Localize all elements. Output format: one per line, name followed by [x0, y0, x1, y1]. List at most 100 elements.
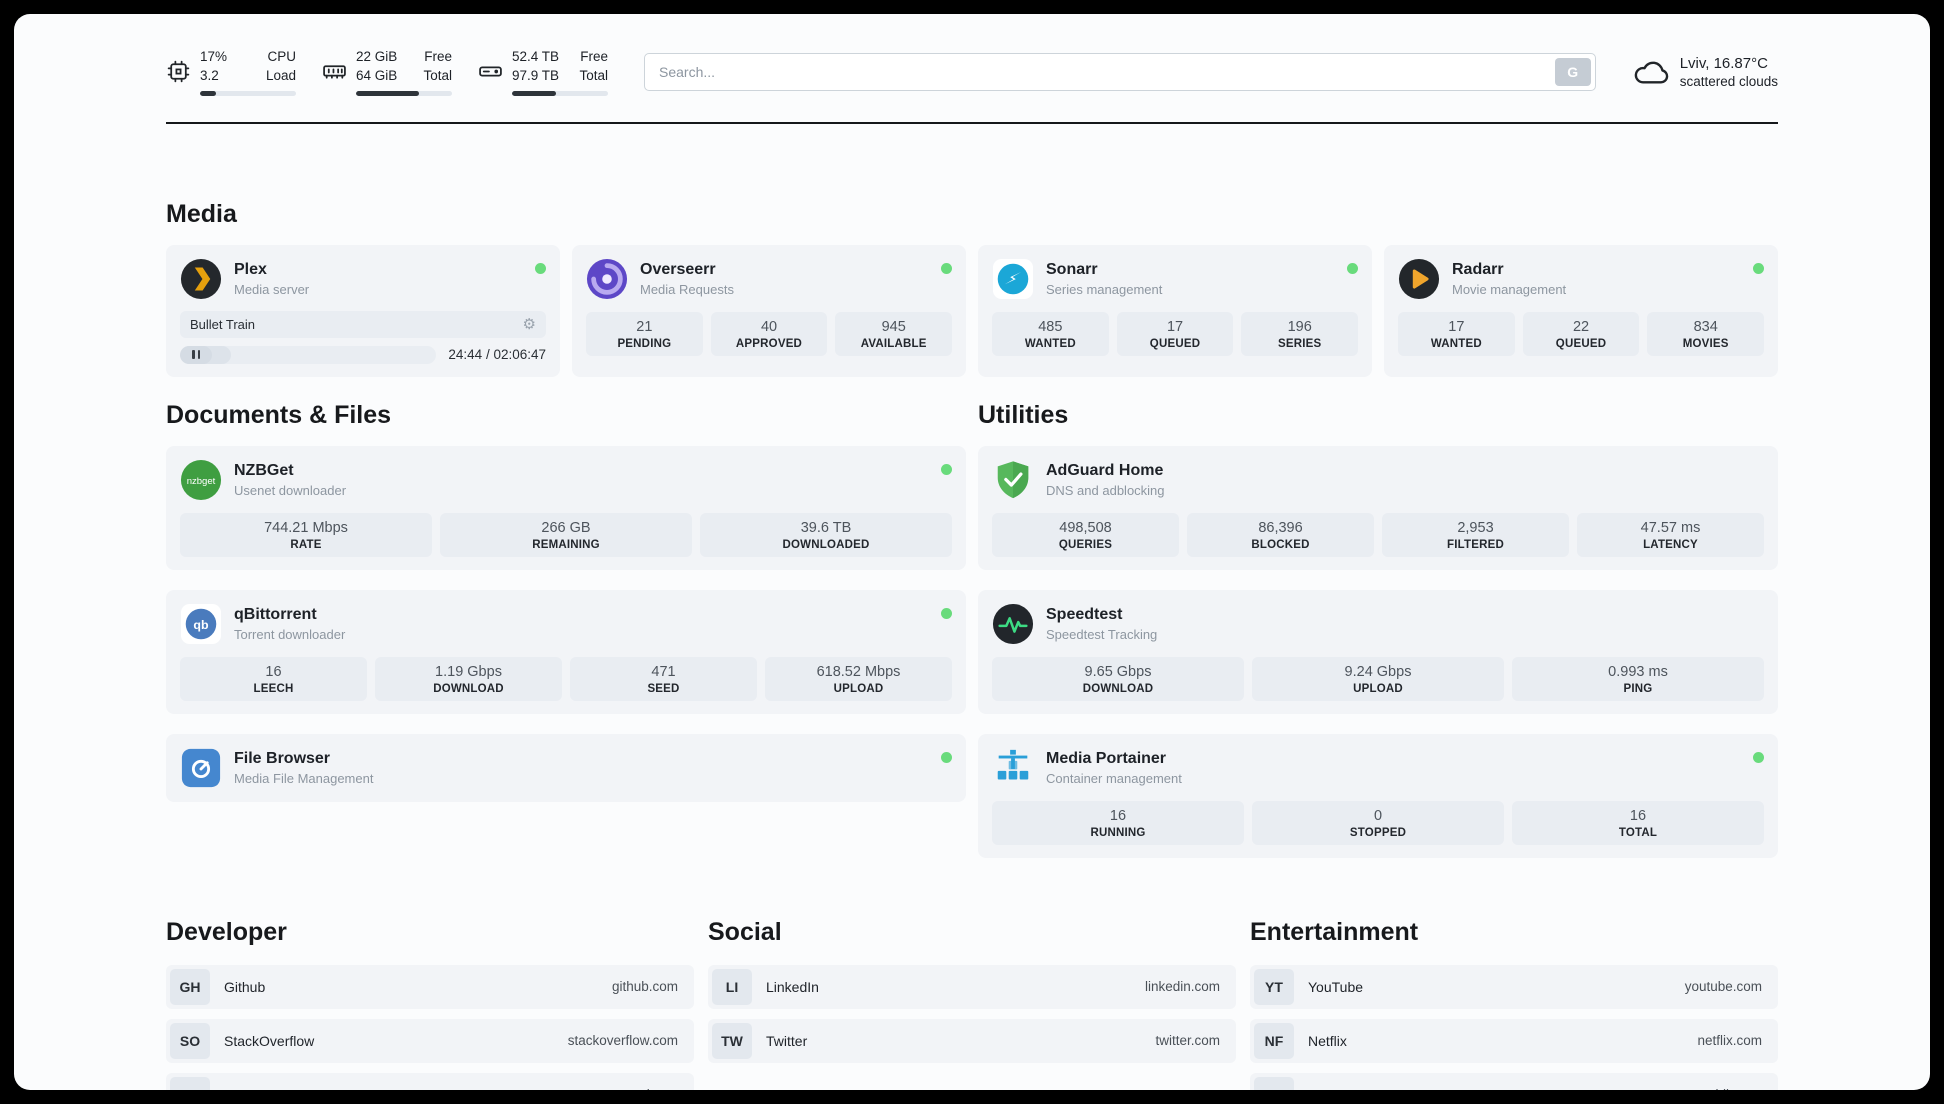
app-subtitle: Movie management: [1452, 281, 1567, 297]
app-card-radarr[interactable]: Radarr Movie management 17 WANTED 22 QUE…: [1384, 244, 1778, 377]
ram-progress-bar: [356, 90, 452, 96]
app-card-plex[interactable]: Plex Media server Bullet Train ⚙: [166, 244, 560, 377]
bookmark-stackoverflow[interactable]: SO StackOverflow stackoverflow.com: [166, 1018, 694, 1063]
stat-download: 9.65 Gbps DOWNLOAD: [992, 656, 1244, 701]
app-card-qbittorrent[interactable]: qb qBittorrent Torrent downloader 16 LEE…: [166, 589, 966, 714]
bookmark-url: stackoverflow.com: [567, 1033, 678, 1049]
search-bar: G: [644, 52, 1596, 91]
disk-free: 52.4 TB: [512, 49, 560, 64]
bookmark-github[interactable]: GH Github github.com: [166, 964, 694, 1009]
app-name: File Browser: [234, 749, 331, 767]
bookmark-abbr: LI: [712, 968, 752, 1005]
app-name: Speedtest: [1046, 605, 1123, 623]
app-subtitle: Series management: [1046, 281, 1163, 297]
app-subtitle: Media server: [234, 281, 310, 297]
bookmark-abbr: GH: [170, 968, 210, 1005]
status-online-dot: [1753, 751, 1764, 763]
cpu-values: 17% 3.2: [200, 48, 227, 86]
ram-usage-widget: 22 GiB 64 GiB Free Total: [322, 48, 452, 96]
bookmark-name: Reddit: [1308, 1087, 1348, 1090]
app-name: Radarr: [1452, 260, 1504, 278]
section-entertainment: Entertainment YT YouTube youtube.com NF …: [1250, 918, 1778, 1090]
stat-stopped: 0 STOPPED: [1252, 800, 1504, 845]
playback-seek-bar[interactable]: [180, 345, 437, 364]
stat-pending: 21 PENDING: [586, 311, 703, 356]
stat-upload: 618.52 Mbps UPLOAD: [765, 656, 952, 701]
bookmark-dev[interactable]: DT DEV dev.to: [166, 1072, 694, 1090]
bookmark-abbr: DT: [170, 1076, 210, 1090]
pause-button[interactable]: [180, 345, 212, 364]
bookmark-name: YouTube: [1308, 978, 1364, 995]
bookmark-youtube[interactable]: YT YouTube youtube.com: [1250, 964, 1778, 1009]
bookmark-netflix[interactable]: NF Netflix netflix.com: [1250, 1018, 1778, 1063]
svg-text:qb: qb: [193, 618, 209, 632]
bookmark-reddit[interactable]: RE Reddit reddit.com: [1250, 1072, 1778, 1090]
app-subtitle: Container management: [1046, 770, 1182, 786]
weather-widget: Lviv, 16.87°C scattered clouds: [1632, 53, 1778, 91]
section-heading-documents: Documents & Files: [166, 400, 392, 429]
stat-rate: 744.21 Mbps RATE: [180, 512, 432, 557]
gear-icon[interactable]: ⚙: [522, 316, 536, 334]
stat-queued: 17 QUEUED: [1116, 311, 1234, 356]
app-subtitle: Speedtest Tracking: [1046, 626, 1158, 642]
disk-usage-widget: 52.4 TB 97.9 TB Free Total: [478, 48, 608, 96]
status-online-dot: [941, 751, 952, 763]
bookmark-linkedin[interactable]: LI LinkedIn linkedin.com: [708, 964, 1236, 1009]
bookmark-name: Github: [224, 978, 266, 995]
stat-remaining: 266 GB REMAINING: [440, 512, 692, 557]
header-divider: [166, 121, 1778, 124]
app-card-overseerr[interactable]: Overseerr Media Requests 21 PENDING 40 A…: [572, 244, 966, 377]
stat-movies: 834 MOVIES: [1647, 311, 1765, 356]
cpu-labels: CPU Load: [265, 49, 296, 83]
bookmark-twitter[interactable]: TW Twitter twitter.com: [708, 1018, 1236, 1063]
app-subtitle: Media File Management: [234, 770, 374, 786]
app-card-portainer[interactable]: Media Portainer Container management 16 …: [978, 733, 1778, 858]
stat-downloaded: 39.6 TB DOWNLOADED: [700, 512, 952, 557]
cpu-percent: 17%: [200, 49, 228, 64]
cpu-icon: [166, 59, 191, 84]
stat-upload: 9.24 Gbps UPLOAD: [1252, 656, 1504, 701]
stat-leech: 16 LEECH: [180, 656, 367, 701]
app-card-sonarr[interactable]: Sonarr Series management 485 WANTED 17 Q…: [978, 244, 1372, 377]
bookmark-abbr: RE: [1254, 1076, 1294, 1090]
bookmark-name: DEV: [224, 1087, 253, 1090]
section-media: Media Plex Media server Bullet Train ⚙: [166, 200, 1778, 377]
cpu-progress-bar: [200, 90, 296, 96]
search-input[interactable]: [644, 52, 1596, 91]
bookmark-abbr: NF: [1254, 1022, 1294, 1059]
playback-time: 24:44 / 02:06:47: [448, 347, 546, 363]
bookmark-name: LinkedIn: [766, 978, 819, 995]
app-card-filebrowser[interactable]: File Browser Media File Management: [166, 733, 966, 802]
stat-approved: 40 APPROVED: [710, 311, 828, 356]
weather-condition: scattered clouds: [1679, 73, 1778, 89]
bookmark-abbr: SO: [170, 1022, 210, 1059]
stat-download: 1.19 Gbps DOWNLOAD: [375, 656, 562, 701]
plex-icon: [180, 258, 222, 300]
section-utilities: Utilities AdGuard Home DNS and adblockin…: [978, 401, 1778, 858]
app-card-speedtest[interactable]: Speedtest Speedtest Tracking 9.65 Gbps D…: [978, 589, 1778, 714]
ram-icon: [322, 59, 347, 84]
sonarr-icon: [992, 258, 1034, 300]
status-online-dot: [1753, 262, 1764, 274]
stat-queries: 498,508 QUERIES: [992, 512, 1179, 557]
search-engine-button[interactable]: G: [1554, 57, 1591, 86]
hard-drive-icon: [478, 59, 503, 84]
bookmark-url: reddit.com: [1699, 1087, 1774, 1090]
cloud-icon: [1632, 53, 1670, 91]
ram-total: 64 GiB: [356, 67, 398, 83]
status-online-dot: [535, 262, 546, 274]
qbittorrent-icon: qb: [180, 603, 222, 645]
stat-filtered: 2,953 FILTERED: [1382, 512, 1569, 557]
svg-text:nzbget: nzbget: [187, 476, 216, 487]
bookmark-name: StackOverflow: [224, 1032, 315, 1049]
section-heading-media: Media: [166, 199, 237, 228]
bookmark-name: Netflix: [1308, 1032, 1347, 1049]
pause-icon: [192, 350, 195, 360]
status-online-dot: [1347, 262, 1358, 274]
app-card-adguard[interactable]: AdGuard Home DNS and adblocking 498,508 …: [978, 445, 1778, 570]
filebrowser-icon: [180, 747, 222, 789]
app-card-nzbget[interactable]: nzbget NZBGet Usenet downloader 744.21 M…: [166, 445, 966, 570]
weather-text: Lviv, 16.87°C scattered clouds: [1680, 55, 1778, 89]
disk-values: 52.4 TB 97.9 TB: [512, 48, 559, 86]
